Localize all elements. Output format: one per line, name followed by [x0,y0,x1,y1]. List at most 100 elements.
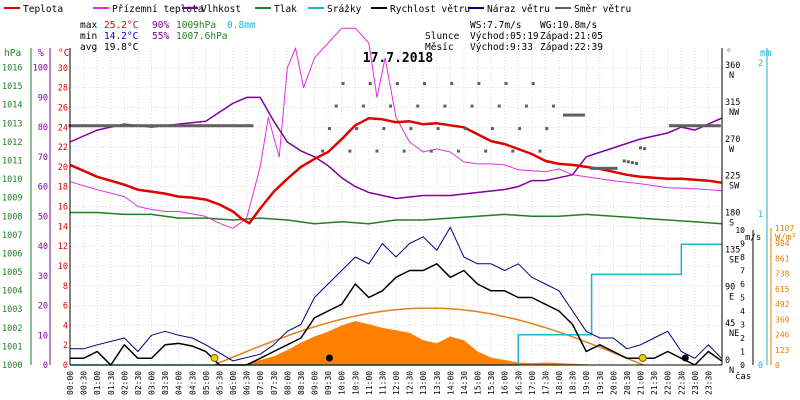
wind-direction-point [101,124,105,128]
dir-compass-label: W [729,145,735,155]
dir-compass-label: S [729,219,734,229]
wind-direction-point [150,124,153,128]
wind-direction-point [242,124,246,128]
wind-direction-point [704,124,708,128]
stats-block: max 25.2°C 90% 1009hPa 0.8mm min 14.2°C … [80,20,603,53]
wind-direction-point [155,124,159,128]
rad-tick-label: 246 [775,331,790,340]
legend-label: Směr větru [574,4,631,15]
wind-direction-point [701,124,705,128]
stats-avg-label: avg [80,42,97,53]
series-naraz-vetru [70,226,722,362]
rad-tick-label: 123 [775,346,790,355]
pct-tick-label: 70 [38,153,48,163]
hpa-tick-label: 1014 [2,101,22,111]
wind-direction-point [696,124,700,128]
x-tick-label: 08:30 [297,371,306,395]
wind-direction-point [671,124,675,128]
hpa-tick-label: 1011 [2,156,22,166]
wind-direction-point [518,127,522,131]
x-tick-label: 01:00 [93,371,102,395]
wind-direction-point [382,127,386,131]
wind-direction-point [125,124,129,128]
x-tick-label: 11:30 [378,371,387,395]
wind-direction-point [538,149,542,153]
wind-direction-point [416,104,420,108]
axis-unit-deg: ° [726,48,732,59]
wind-direction-point [682,124,686,128]
legend-item-tlak: Tlak [255,4,297,15]
wind-direction-point [715,124,719,128]
x-tick-label: 13:30 [433,371,442,395]
series-rychlost-vetru [70,263,722,366]
wind-direction-point [130,124,134,128]
stats-max-hum: 90% [152,20,169,31]
x-tick-label: 23:30 [704,371,713,395]
ms-tick-label: 9 [740,240,745,249]
x-tick-label: 02:30 [134,371,143,395]
wind-direction-point [136,124,140,128]
wind-direction-point [545,127,549,131]
temp-tick-label: 30 [58,64,68,74]
x-tick-label: 09:30 [324,371,333,395]
moon-event-mark [325,354,333,362]
legend-label: Srážky [327,4,362,15]
wind-direction-point [423,82,427,86]
series-tlak [70,211,722,225]
series-srazky [70,243,722,366]
solar-radiation-area [241,321,595,365]
temp-tick-label: 16 [58,203,68,213]
wind-direction-point [239,124,243,128]
wind-direction-point [484,149,488,153]
wind-direction-point [231,124,235,128]
dir-tick-label: 180 [725,209,740,219]
series-prizemni-teplota [69,27,722,229]
stats-sun-label: Slunce [425,31,460,42]
x-tick-label: 02:00 [120,371,129,395]
x-tick-label: 12:30 [406,371,415,395]
rad-tick-label: 1107 [775,224,794,233]
dir-tick-label: 225 [725,172,740,182]
wind-direction-point [568,113,572,117]
wind-direction-point [73,124,77,128]
legend-label: Rychlost větru [390,4,470,15]
wind-direction-point [643,147,647,151]
temp-tick-label: 20 [58,163,68,173]
wind-direction-point [497,104,501,108]
hpa-tick-label: 1007 [2,231,22,241]
wind-direction-point [490,127,494,131]
hpa-tick-label: 1008 [2,212,22,222]
wind-direction-point [223,124,227,128]
solar-radiation-layer [213,307,644,366]
series-layer [68,27,722,366]
x-tick-label: 00:00 [66,371,75,395]
rad-tick-label: 369 [775,315,790,324]
x-tick-label: 22:30 [677,371,686,395]
axis-unit-mm: mm [760,48,772,59]
wind-direction-point [429,149,433,153]
mm-tick-label: 0 [758,361,763,371]
wind-direction-point [228,124,232,128]
wind-direction-point [603,166,607,170]
wind-direction-point [98,124,102,128]
x-tick-label: 18:30 [569,371,578,395]
wind-direction-point [341,82,345,86]
moon-event-mark [681,354,689,362]
legend-item-prizemni-teplota: Přízemní teplota [93,4,204,15]
x-tick-label: 04:30 [188,371,197,395]
wind-direction-point [71,124,75,128]
chart-title: 17.7.2018 [363,51,434,66]
wind-direction-point [160,124,164,128]
legend-label: Náraz větru [487,4,550,15]
stats-min-temp: 14.2°C [104,31,138,42]
wind-direction-point [634,161,638,165]
x-tick-label: 17:30 [541,371,550,395]
event-marks [210,354,689,362]
stats-min-hum: 55% [152,31,169,42]
temp-tick-label: 2 [63,341,68,351]
x-tick-label: 14:30 [460,371,469,395]
wind-direction-point [706,124,710,128]
axis-unit-hpa: hPa [4,48,21,59]
legend-label: Vlhkost [201,4,241,15]
wind-direction-point [611,166,615,170]
